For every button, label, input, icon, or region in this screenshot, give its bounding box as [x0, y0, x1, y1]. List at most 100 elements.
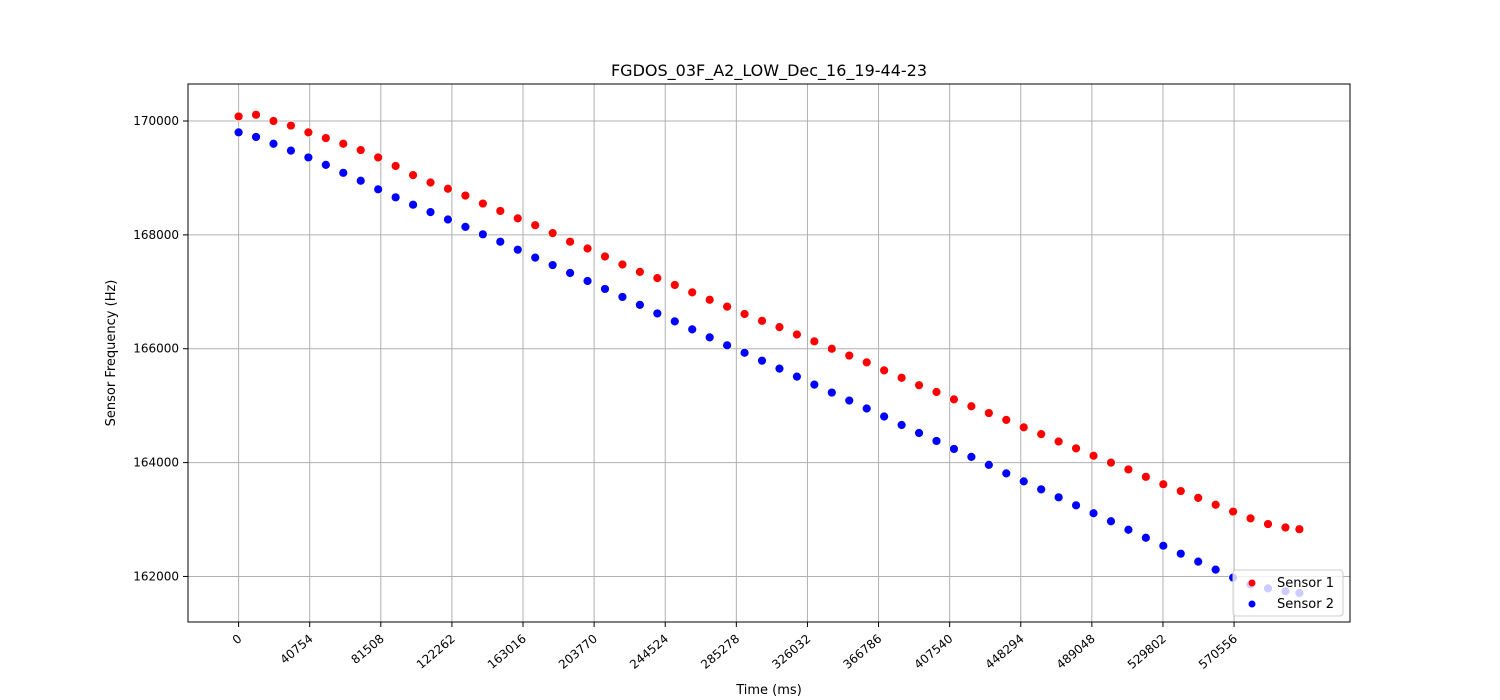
data-point — [617, 292, 628, 302]
data-point — [1106, 516, 1116, 527]
data-point — [1175, 486, 1186, 496]
data-point — [268, 138, 279, 149]
data-point — [1140, 532, 1151, 543]
data-point — [425, 207, 436, 217]
data-point — [949, 444, 959, 454]
data-point — [792, 371, 802, 382]
data-point — [634, 266, 645, 277]
data-point — [443, 183, 453, 194]
data-point — [303, 127, 314, 138]
data-point — [1228, 506, 1239, 517]
data-point — [704, 294, 715, 305]
data-point — [704, 332, 715, 343]
data-point — [966, 401, 977, 412]
data-point — [1210, 564, 1221, 575]
data-point — [722, 301, 733, 312]
data-point — [826, 343, 837, 354]
data-point — [443, 214, 453, 225]
data-point — [512, 213, 523, 224]
data-point — [809, 379, 820, 390]
data-point — [286, 145, 296, 156]
legend-label-sensor-2: Sensor 2 — [1277, 597, 1334, 612]
data-point — [460, 221, 471, 232]
data-point — [1018, 476, 1029, 487]
data-point — [320, 159, 331, 170]
data-point — [1123, 464, 1134, 475]
data-point — [861, 403, 872, 414]
data-point — [844, 350, 855, 361]
data-point — [477, 198, 488, 209]
data-point — [495, 206, 506, 216]
data-point — [652, 273, 663, 284]
data-point — [338, 167, 349, 178]
y-tick-label: 166000 — [133, 342, 179, 356]
data-point — [1018, 422, 1029, 433]
data-point — [565, 268, 575, 278]
data-point — [547, 228, 558, 239]
y-axis-ticks: 162000 164000 166000 168000 170000 — [133, 114, 188, 583]
data-point — [373, 152, 384, 163]
data-point — [1263, 519, 1273, 529]
data-point — [1036, 484, 1047, 495]
data-point — [355, 145, 366, 155]
series-1 — [233, 109, 1305, 535]
data-point — [1123, 524, 1134, 535]
data-point — [931, 436, 942, 446]
data-point — [983, 408, 994, 418]
data-point — [1158, 540, 1169, 551]
data-point — [390, 192, 401, 203]
data-point — [914, 428, 924, 438]
data-point — [983, 459, 994, 470]
data-point — [460, 190, 471, 201]
data-point — [338, 138, 349, 149]
data-point — [547, 260, 558, 270]
data-point — [495, 236, 506, 247]
data-point — [1175, 548, 1186, 559]
data-point — [1193, 556, 1204, 567]
data-point — [582, 276, 593, 286]
y-axis-label: Sensor Frequency (Hz) — [104, 280, 119, 427]
data-point — [1210, 499, 1221, 510]
data-point — [949, 394, 959, 405]
data-point — [600, 284, 610, 294]
data-point — [1036, 429, 1047, 440]
plot-frame — [187, 83, 1351, 623]
data-point — [669, 316, 680, 327]
data-point — [1158, 479, 1169, 490]
chart-title: FGDOS_03F_A2_LOW_Dec_16_19-44-23 — [611, 61, 927, 81]
y-tick-label: 170000 — [133, 114, 179, 128]
data-point — [739, 309, 750, 319]
data-point — [809, 336, 820, 347]
data-point — [355, 175, 366, 186]
x-axis-label: Time (ms) — [735, 683, 802, 698]
data-point — [1088, 508, 1099, 519]
data-points — [233, 109, 1305, 598]
data-point — [390, 161, 401, 171]
data-point — [669, 280, 680, 290]
y-tick-label: 164000 — [133, 456, 179, 470]
data-point — [1245, 513, 1256, 524]
data-point — [1294, 524, 1305, 535]
data-point — [303, 152, 314, 163]
data-point — [966, 451, 977, 462]
data-point — [1053, 492, 1064, 503]
data-point — [1280, 522, 1291, 533]
data-point — [320, 133, 331, 143]
data-point — [1071, 443, 1081, 454]
legend-marker-sensor-2 — [1248, 600, 1256, 608]
data-point — [774, 322, 785, 332]
data-point — [826, 387, 837, 398]
data-point — [652, 308, 663, 319]
y-tick-label: 168000 — [133, 228, 179, 242]
data-point — [1071, 500, 1081, 511]
data-point — [600, 251, 610, 262]
data-point — [896, 420, 907, 430]
data-point — [233, 111, 244, 122]
data-point — [530, 220, 541, 231]
data-point — [687, 287, 698, 298]
data-point — [722, 340, 733, 351]
data-point — [617, 259, 628, 270]
data-point — [373, 184, 384, 195]
data-point — [286, 120, 296, 131]
